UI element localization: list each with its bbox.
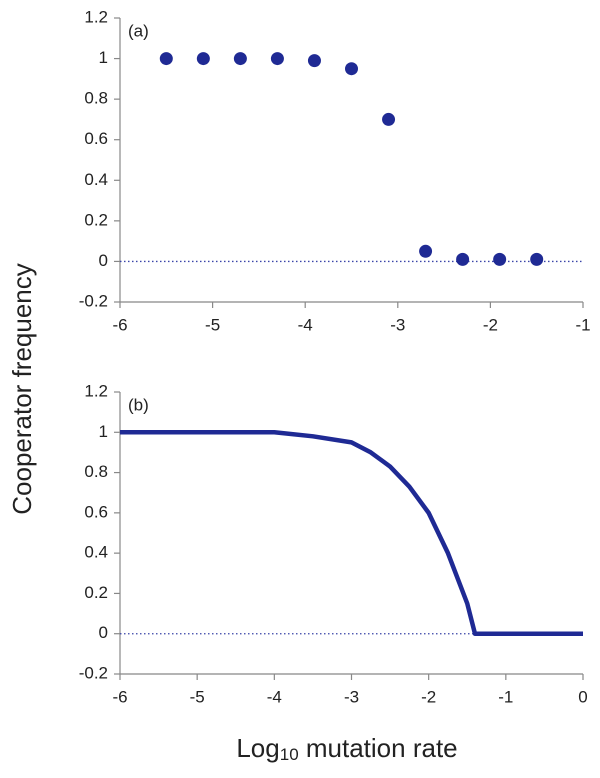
y-tick-label: 0.6 xyxy=(84,502,108,521)
point xyxy=(456,252,470,266)
point xyxy=(196,52,210,66)
point xyxy=(530,252,544,266)
x-tick-label: 0 xyxy=(578,687,587,706)
point xyxy=(382,112,396,126)
x-tick-label: -3 xyxy=(390,315,405,334)
x-label-base: Log xyxy=(236,733,279,763)
point xyxy=(307,54,321,68)
x-tick-label: -4 xyxy=(298,315,313,334)
point xyxy=(493,252,507,266)
y-tick-label: 1 xyxy=(99,422,108,441)
x-axis-label: Log10 mutation rate xyxy=(236,733,457,764)
x-label-rest: mutation rate xyxy=(299,733,458,763)
line xyxy=(120,430,583,636)
x-label-subscript: 10 xyxy=(280,745,299,764)
point xyxy=(270,52,284,66)
y-tick-label: 0.4 xyxy=(84,170,108,189)
x-tick-label: -6 xyxy=(112,315,127,334)
x-tick-label: -6 xyxy=(112,687,127,706)
x-tick-label: -1 xyxy=(498,687,513,706)
y-tick-label: 0.8 xyxy=(84,462,108,481)
point xyxy=(419,244,433,258)
y-tick-label: 0 xyxy=(99,251,108,270)
y-axis-label: Cooperator frequency xyxy=(7,263,37,514)
y-tick-label: 1.2 xyxy=(84,381,108,400)
point xyxy=(345,62,358,76)
panel-label: (a) xyxy=(128,21,149,40)
x-tick-label: -3 xyxy=(344,687,359,706)
y-tick-label: -0.2 xyxy=(79,291,108,310)
y-tick-label: 0 xyxy=(99,623,108,642)
x-tick-label: -2 xyxy=(421,687,436,706)
y-tick-label: -0.2 xyxy=(79,663,108,682)
point xyxy=(233,52,247,66)
y-tick-label: 0.2 xyxy=(84,210,108,229)
x-tick-label: -2 xyxy=(483,315,498,334)
y-tick-label: 1 xyxy=(99,48,108,67)
y-tick-label: 0.4 xyxy=(84,543,108,562)
x-tick-label: -5 xyxy=(205,315,220,334)
point xyxy=(159,52,173,66)
y-tick-label: 0.6 xyxy=(84,129,108,148)
y-tick-label: 0.2 xyxy=(84,583,108,602)
y-tick-label: 0.8 xyxy=(84,89,108,108)
x-tick-label: -5 xyxy=(190,687,205,706)
x-tick-label: -1 xyxy=(575,315,590,334)
panel-label: (b) xyxy=(128,395,149,414)
x-tick-label: -4 xyxy=(267,687,282,706)
y-tick-label: 1.2 xyxy=(84,7,108,26)
